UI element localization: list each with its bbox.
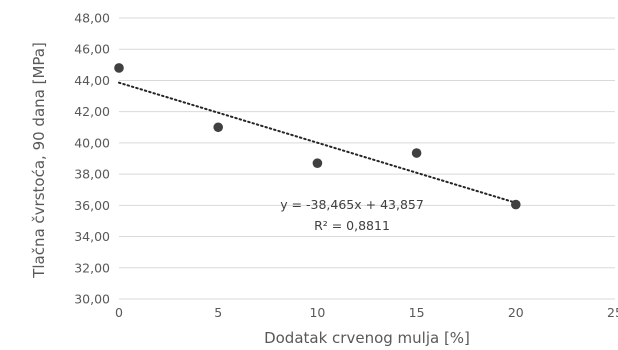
y-tick-label: 44,00: [74, 73, 110, 88]
y-tick-label: 42,00: [74, 104, 110, 119]
y-tick-label: 34,00: [74, 229, 110, 244]
data-point: [511, 199, 521, 210]
y-axis-title: Tlačna čvrstoća, 90 dana [MPa]: [30, 42, 48, 279]
data-points: [114, 63, 521, 210]
x-tick-label: 20: [508, 305, 524, 320]
y-tick-label: 36,00: [74, 198, 110, 213]
trendline-equation: y = -38,465x + 43,857: [280, 197, 424, 212]
gridlines: [119, 17, 615, 269]
x-tick-label: 25: [607, 305, 618, 320]
y-tick-label: 40,00: [74, 135, 110, 150]
x-axis-title: Dodatak crvenog mulja [%]: [264, 329, 470, 347]
x-tick-label: 15: [409, 305, 425, 320]
data-point: [411, 148, 422, 158]
x-tick-labels: 0 5 10 15 20 25: [115, 305, 618, 320]
y-tick-label: 30,00: [74, 292, 110, 307]
data-point: [312, 158, 323, 168]
y-tick-labels: 30,00 32,00 34,00 36,00 38,00 40,00 42,00 44,00…: [74, 11, 110, 307]
data-point: [213, 122, 223, 133]
r-squared-label: R² = 0,8811: [314, 218, 390, 233]
trendline: [118, 81, 517, 204]
y-tick-label: 48,00: [74, 11, 110, 26]
x-tick-label: 5: [214, 305, 222, 320]
data-point: [114, 63, 124, 73]
y-tick-label: 32,00: [74, 260, 110, 275]
x-tick-label: 10: [309, 305, 325, 320]
y-tick-label: 46,00: [74, 42, 110, 57]
x-tick-label: 0: [115, 305, 123, 320]
y-tick-label: 38,00: [74, 167, 110, 182]
